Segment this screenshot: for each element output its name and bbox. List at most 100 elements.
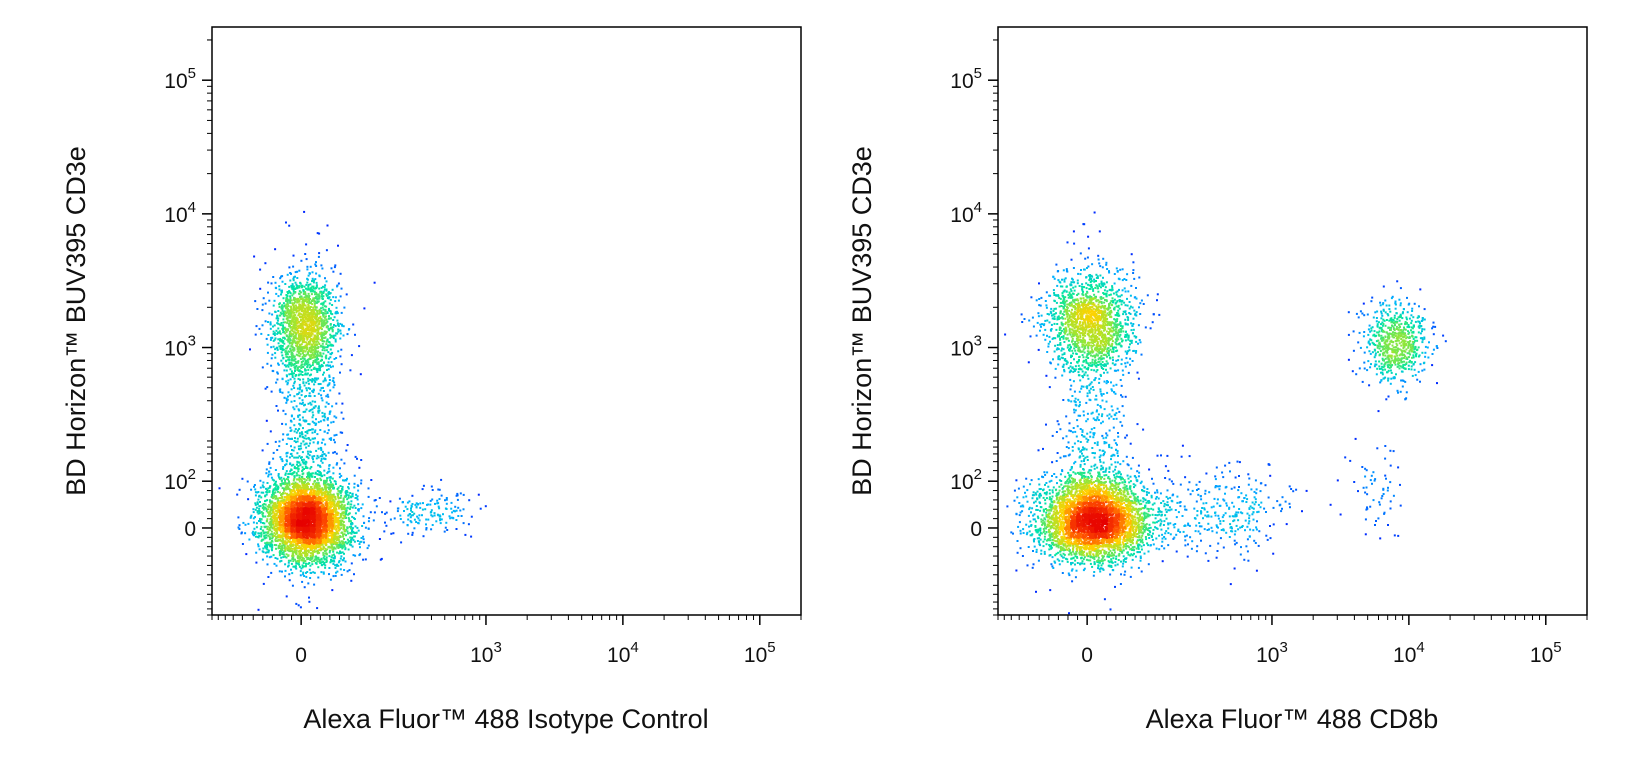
event-dot [342, 325, 345, 328]
event-dot [332, 575, 335, 578]
event-dot [337, 524, 340, 527]
event-dot [302, 488, 305, 491]
event-dot [322, 345, 325, 348]
event-dot [293, 478, 296, 481]
event-dot [287, 478, 289, 481]
event-dot [300, 554, 303, 557]
event-dot [271, 533, 274, 536]
event-dot [308, 350, 310, 352]
event-dot [325, 340, 328, 343]
event-dot [274, 533, 277, 536]
event-dot [275, 329, 278, 332]
event-dot [302, 323, 305, 326]
event-dot [451, 511, 454, 514]
event-dot [340, 546, 343, 548]
event-dot [275, 510, 278, 512]
event-dot [293, 475, 296, 478]
event-dot [309, 265, 312, 268]
event-dot [293, 424, 296, 427]
event-dot [288, 540, 291, 543]
event-dot [322, 285, 324, 288]
event-dot [307, 558, 310, 560]
event-dot [417, 522, 420, 525]
event-dot [320, 323, 323, 326]
event-dot [319, 351, 322, 354]
event-dot [341, 517, 344, 520]
event-dot [320, 491, 322, 494]
event-dot [425, 527, 428, 529]
event-dot [252, 521, 255, 524]
event-dot [287, 316, 290, 319]
event-dot [281, 535, 284, 538]
event-dot [345, 449, 348, 452]
event-dot [308, 348, 311, 351]
event-dot [331, 559, 334, 562]
event-dot [292, 551, 295, 554]
event-dot [281, 309, 284, 312]
event-dot [310, 492, 313, 495]
event-dot [274, 540, 277, 542]
event-dot [284, 500, 287, 503]
event-dot [312, 297, 315, 300]
event-dot [276, 378, 279, 381]
event-dot [329, 499, 332, 502]
event-dot [340, 494, 343, 497]
event-dot [328, 375, 331, 378]
event-dot [286, 548, 289, 550]
event-dot [356, 495, 359, 498]
event-dot [356, 526, 359, 529]
event-dot [267, 473, 270, 476]
event-dot [297, 415, 300, 418]
event-dot [310, 293, 313, 296]
event-dot [298, 290, 301, 293]
event-dot [350, 354, 353, 357]
event-dot [253, 485, 255, 488]
event-dot [311, 420, 314, 423]
event-dot [362, 538, 365, 541]
event-dot [278, 570, 281, 573]
event-dot [325, 480, 328, 483]
event-dot [291, 283, 294, 286]
event-dot [274, 487, 277, 490]
event-dot [319, 383, 322, 385]
event-dot [303, 337, 306, 340]
event-dot [315, 281, 318, 284]
event-dot [290, 341, 293, 344]
event-dot [286, 303, 289, 306]
event-dot [324, 405, 327, 408]
event-dot [339, 491, 342, 494]
event-dot [300, 327, 303, 329]
event-dot [340, 287, 343, 290]
event-dot [407, 532, 410, 535]
event-dot [339, 496, 342, 499]
event-dot [293, 430, 296, 433]
event-dot [290, 351, 293, 354]
event-dot [334, 547, 337, 550]
event-dot [296, 369, 299, 371]
event-dot [299, 490, 302, 493]
event-dot [258, 510, 261, 513]
event-dot [306, 366, 309, 369]
event-dot [414, 503, 417, 506]
event-dot [299, 574, 302, 577]
event-dot [313, 485, 316, 488]
event-dot [266, 520, 269, 523]
event-dot [254, 508, 257, 511]
event-dot [218, 487, 221, 490]
event-dot [307, 329, 310, 332]
event-dot [313, 308, 316, 311]
event-dot [339, 557, 342, 560]
event-dot [338, 540, 341, 543]
event-dot [279, 483, 282, 486]
event-dot [315, 284, 318, 287]
event-dot [334, 574, 337, 577]
event-dot [286, 482, 289, 485]
event-dot [279, 515, 282, 518]
event-dot [244, 523, 247, 526]
event-dot [277, 524, 280, 527]
event-dot [454, 505, 457, 508]
event-dot [292, 482, 295, 485]
event-dot [317, 337, 320, 340]
event-dot [278, 497, 281, 499]
event-dot [280, 351, 283, 354]
